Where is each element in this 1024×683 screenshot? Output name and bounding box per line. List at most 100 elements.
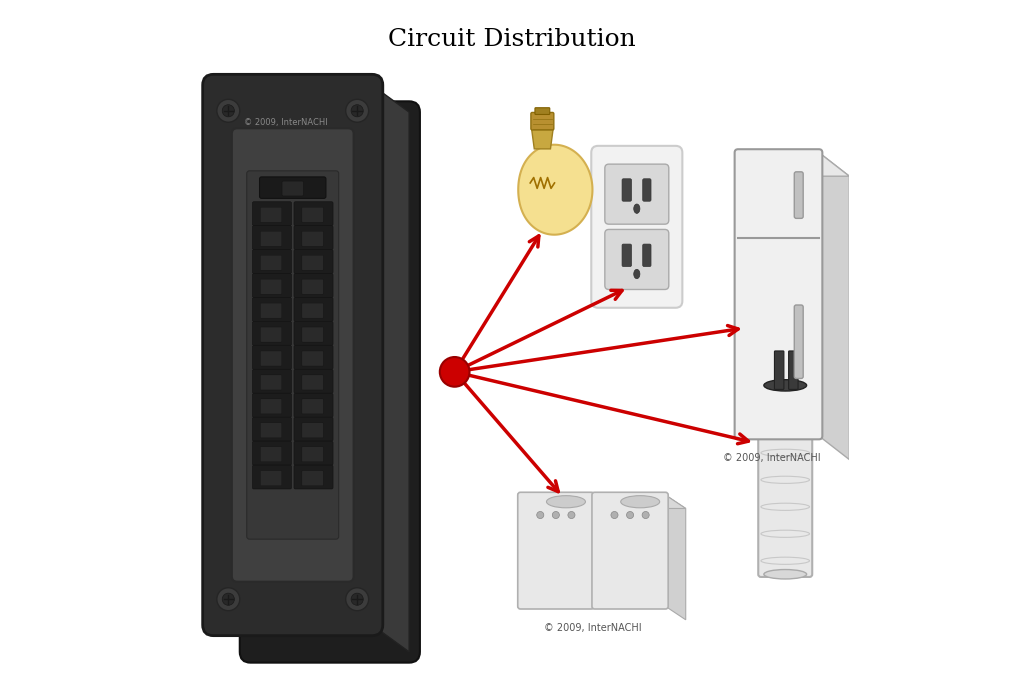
FancyBboxPatch shape [260,375,282,390]
FancyBboxPatch shape [643,179,651,201]
FancyBboxPatch shape [260,303,282,318]
FancyBboxPatch shape [302,351,324,366]
FancyBboxPatch shape [294,298,333,321]
FancyBboxPatch shape [302,279,324,294]
FancyBboxPatch shape [302,471,324,486]
FancyBboxPatch shape [302,447,324,462]
Circle shape [346,99,369,122]
FancyBboxPatch shape [260,471,282,486]
FancyBboxPatch shape [592,492,669,609]
FancyBboxPatch shape [294,417,333,441]
Ellipse shape [547,496,586,507]
FancyBboxPatch shape [302,327,324,342]
FancyBboxPatch shape [260,447,282,462]
FancyBboxPatch shape [643,244,651,266]
FancyBboxPatch shape [260,255,282,270]
Text: © 2009, InterNACHI: © 2009, InterNACHI [244,117,328,127]
Polygon shape [819,152,849,460]
Polygon shape [531,128,553,149]
FancyBboxPatch shape [774,351,784,389]
FancyBboxPatch shape [294,225,333,249]
FancyBboxPatch shape [231,128,353,582]
Circle shape [552,512,559,518]
Circle shape [611,512,618,518]
FancyBboxPatch shape [622,244,632,266]
FancyBboxPatch shape [259,177,326,198]
Polygon shape [518,145,593,235]
FancyBboxPatch shape [253,225,292,249]
Circle shape [627,512,634,518]
FancyBboxPatch shape [795,305,803,378]
FancyBboxPatch shape [535,108,550,115]
FancyBboxPatch shape [282,181,303,196]
Text: Circuit Distribution: Circuit Distribution [388,28,636,51]
FancyBboxPatch shape [294,393,333,417]
FancyBboxPatch shape [253,465,292,489]
Circle shape [217,588,240,611]
FancyBboxPatch shape [605,229,669,290]
Circle shape [217,99,240,122]
FancyBboxPatch shape [591,146,682,308]
FancyBboxPatch shape [734,149,822,439]
Polygon shape [372,85,410,652]
Text: © 2009, InterNACHI: © 2009, InterNACHI [544,623,642,633]
Polygon shape [738,152,849,176]
FancyBboxPatch shape [294,370,333,393]
FancyBboxPatch shape [788,351,798,389]
FancyBboxPatch shape [260,423,282,438]
FancyBboxPatch shape [260,279,282,294]
Ellipse shape [634,269,640,279]
Ellipse shape [764,380,807,391]
FancyBboxPatch shape [302,375,324,390]
FancyBboxPatch shape [294,346,333,370]
Ellipse shape [621,496,659,507]
Polygon shape [520,495,611,508]
FancyBboxPatch shape [605,164,669,224]
FancyBboxPatch shape [260,207,282,222]
FancyBboxPatch shape [302,423,324,438]
FancyBboxPatch shape [302,399,324,414]
FancyBboxPatch shape [294,465,333,489]
FancyBboxPatch shape [253,250,292,273]
FancyBboxPatch shape [294,441,333,465]
FancyBboxPatch shape [247,171,339,539]
FancyBboxPatch shape [795,172,803,219]
FancyBboxPatch shape [253,201,292,225]
FancyBboxPatch shape [302,232,324,247]
FancyBboxPatch shape [302,207,324,222]
Polygon shape [666,495,686,619]
FancyBboxPatch shape [260,399,282,414]
FancyBboxPatch shape [253,417,292,441]
Text: © 2009, InterNACHI: © 2009, InterNACHI [723,453,820,463]
FancyBboxPatch shape [622,179,632,201]
FancyBboxPatch shape [260,232,282,247]
FancyBboxPatch shape [260,351,282,366]
FancyBboxPatch shape [203,74,383,636]
FancyBboxPatch shape [253,298,292,321]
FancyBboxPatch shape [253,370,292,393]
Circle shape [568,512,575,518]
Circle shape [440,357,469,387]
FancyBboxPatch shape [758,382,812,577]
Ellipse shape [764,570,807,579]
FancyBboxPatch shape [294,201,333,225]
Circle shape [351,104,364,117]
Circle shape [346,588,369,611]
FancyBboxPatch shape [302,303,324,318]
Polygon shape [595,495,686,508]
FancyBboxPatch shape [260,327,282,342]
FancyBboxPatch shape [518,492,594,609]
FancyBboxPatch shape [253,393,292,417]
Circle shape [222,593,234,605]
FancyBboxPatch shape [253,322,292,346]
FancyBboxPatch shape [253,274,292,297]
FancyBboxPatch shape [294,322,333,346]
FancyBboxPatch shape [302,255,324,270]
Circle shape [642,512,649,518]
FancyBboxPatch shape [294,274,333,297]
Circle shape [351,593,364,605]
FancyBboxPatch shape [294,250,333,273]
Circle shape [537,512,544,518]
FancyBboxPatch shape [530,113,554,130]
FancyBboxPatch shape [253,346,292,370]
